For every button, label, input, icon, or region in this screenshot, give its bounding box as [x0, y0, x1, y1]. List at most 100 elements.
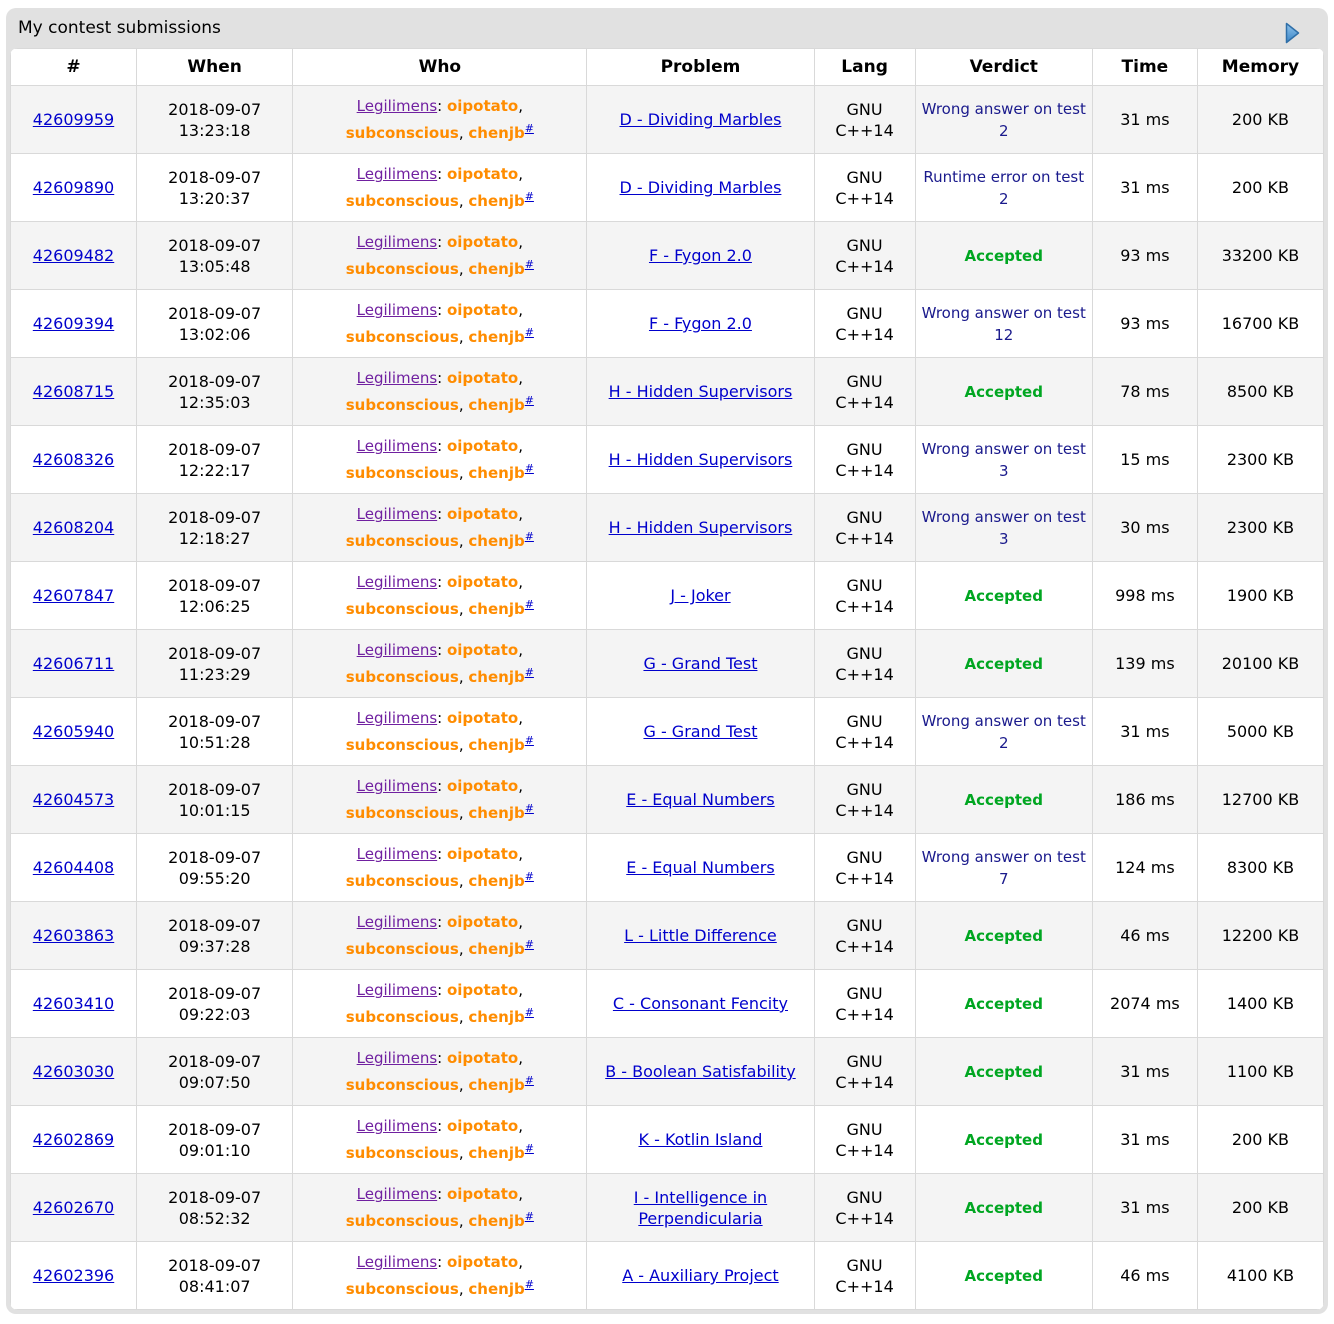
member-link[interactable]: oipotato [446, 981, 519, 999]
team-link[interactable]: Legilimens [356, 777, 438, 795]
member-link[interactable]: chenjb [468, 600, 525, 618]
member-link[interactable]: chenjb [468, 1144, 525, 1162]
team-footnote-link[interactable]: # [524, 666, 534, 679]
member-link[interactable]: chenjb [468, 1212, 525, 1230]
submission-link[interactable]: 42606711 [32, 654, 115, 673]
submission-link[interactable]: 42603030 [32, 1062, 115, 1081]
team-footnote-link[interactable]: # [524, 1074, 534, 1087]
submission-link[interactable]: 42608204 [32, 518, 115, 537]
member-link[interactable]: subconscious [345, 668, 459, 686]
member-link[interactable]: chenjb [468, 396, 525, 414]
submission-link[interactable]: 42602396 [32, 1266, 115, 1285]
member-link[interactable]: oipotato [446, 505, 519, 523]
team-footnote-link[interactable]: # [524, 1210, 534, 1223]
team-footnote-link[interactable]: # [524, 190, 534, 203]
member-link[interactable]: oipotato [446, 1117, 519, 1135]
team-link[interactable]: Legilimens [356, 1117, 438, 1135]
member-link[interactable]: oipotato [446, 301, 519, 319]
team-link[interactable]: Legilimens [356, 845, 438, 863]
submission-link[interactable]: 42609394 [32, 314, 115, 333]
member-link[interactable]: chenjb [468, 804, 525, 822]
member-link[interactable]: oipotato [446, 1185, 519, 1203]
member-link[interactable]: chenjb [468, 736, 525, 754]
problem-link[interactable]: E - Equal Numbers [626, 858, 775, 877]
team-footnote-link[interactable]: # [524, 462, 534, 475]
submission-link[interactable]: 42602670 [32, 1198, 115, 1217]
problem-link[interactable]: H - Hidden Supervisors [608, 382, 793, 401]
team-footnote-link[interactable]: # [524, 802, 534, 815]
member-link[interactable]: oipotato [446, 913, 519, 931]
member-link[interactable]: chenjb [468, 260, 525, 278]
member-link[interactable]: chenjb [468, 668, 525, 686]
member-link[interactable]: chenjb [468, 872, 525, 890]
submission-link[interactable]: 42603410 [32, 994, 115, 1013]
team-footnote-link[interactable]: # [524, 734, 534, 747]
member-link[interactable]: subconscious [345, 532, 459, 550]
team-footnote-link[interactable]: # [524, 870, 534, 883]
member-link[interactable]: chenjb [468, 464, 525, 482]
problem-link[interactable]: D - Dividing Marbles [619, 178, 782, 197]
team-link[interactable]: Legilimens [356, 573, 438, 591]
member-link[interactable]: subconscious [345, 736, 459, 754]
member-link[interactable]: oipotato [446, 97, 519, 115]
problem-link[interactable]: L - Little Difference [624, 926, 777, 945]
team-link[interactable]: Legilimens [356, 981, 438, 999]
team-link[interactable]: Legilimens [356, 641, 438, 659]
member-link[interactable]: oipotato [446, 573, 519, 591]
member-link[interactable]: subconscious [345, 464, 459, 482]
team-link[interactable]: Legilimens [356, 165, 438, 183]
problem-link[interactable]: D - Dividing Marbles [619, 110, 782, 129]
member-link[interactable]: subconscious [345, 396, 459, 414]
team-link[interactable]: Legilimens [356, 97, 438, 115]
team-footnote-link[interactable]: # [524, 1278, 534, 1291]
member-link[interactable]: subconscious [345, 192, 459, 210]
member-link[interactable]: oipotato [446, 845, 519, 863]
submission-link[interactable]: 42609482 [32, 246, 115, 265]
problem-link[interactable]: A - Auxiliary Project [622, 1266, 779, 1285]
team-footnote-link[interactable]: # [524, 598, 534, 611]
member-link[interactable]: subconscious [345, 1144, 459, 1162]
team-footnote-link[interactable]: # [524, 938, 534, 951]
member-link[interactable]: oipotato [446, 165, 519, 183]
problem-link[interactable]: B - Boolean Satisfability [605, 1062, 796, 1081]
problem-link[interactable]: F - Fygon 2.0 [648, 314, 752, 333]
member-link[interactable]: subconscious [345, 600, 459, 618]
member-link[interactable]: oipotato [446, 233, 519, 251]
member-link[interactable]: subconscious [345, 940, 459, 958]
team-footnote-link[interactable]: # [524, 394, 534, 407]
member-link[interactable]: subconscious [345, 872, 459, 890]
problem-link[interactable]: I - Intelligence in Perpendicularia [633, 1187, 768, 1228]
member-link[interactable]: subconscious [345, 804, 459, 822]
submission-link[interactable]: 42608715 [32, 382, 115, 401]
team-footnote-link[interactable]: # [524, 530, 534, 543]
member-link[interactable]: subconscious [345, 1280, 459, 1298]
problem-link[interactable]: G - Grand Test [643, 654, 758, 673]
team-link[interactable]: Legilimens [356, 1185, 438, 1203]
problem-link[interactable]: J - Joker [670, 586, 731, 605]
member-link[interactable]: subconscious [345, 260, 459, 278]
problem-link[interactable]: H - Hidden Supervisors [608, 518, 793, 537]
member-link[interactable]: chenjb [468, 1008, 525, 1026]
team-link[interactable]: Legilimens [356, 1049, 438, 1067]
team-link[interactable]: Legilimens [356, 709, 438, 727]
submission-link[interactable]: 42607847 [32, 586, 115, 605]
team-footnote-link[interactable]: # [524, 1006, 534, 1019]
member-link[interactable]: subconscious [345, 1212, 459, 1230]
member-link[interactable]: subconscious [345, 1008, 459, 1026]
team-footnote-link[interactable]: # [524, 258, 534, 271]
member-link[interactable]: subconscious [345, 124, 459, 142]
team-link[interactable]: Legilimens [356, 437, 438, 455]
problem-link[interactable]: H - Hidden Supervisors [608, 450, 793, 469]
team-link[interactable]: Legilimens [356, 505, 438, 523]
team-link[interactable]: Legilimens [356, 233, 438, 251]
submission-link[interactable]: 42603863 [32, 926, 115, 945]
team-link[interactable]: Legilimens [356, 301, 438, 319]
member-link[interactable]: oipotato [446, 437, 519, 455]
team-link[interactable]: Legilimens [356, 913, 438, 931]
member-link[interactable]: oipotato [446, 1049, 519, 1067]
team-footnote-link[interactable]: # [524, 326, 534, 339]
submission-link[interactable]: 42604408 [32, 858, 115, 877]
member-link[interactable]: oipotato [446, 641, 519, 659]
member-link[interactable]: oipotato [446, 369, 519, 387]
member-link[interactable]: chenjb [468, 192, 525, 210]
